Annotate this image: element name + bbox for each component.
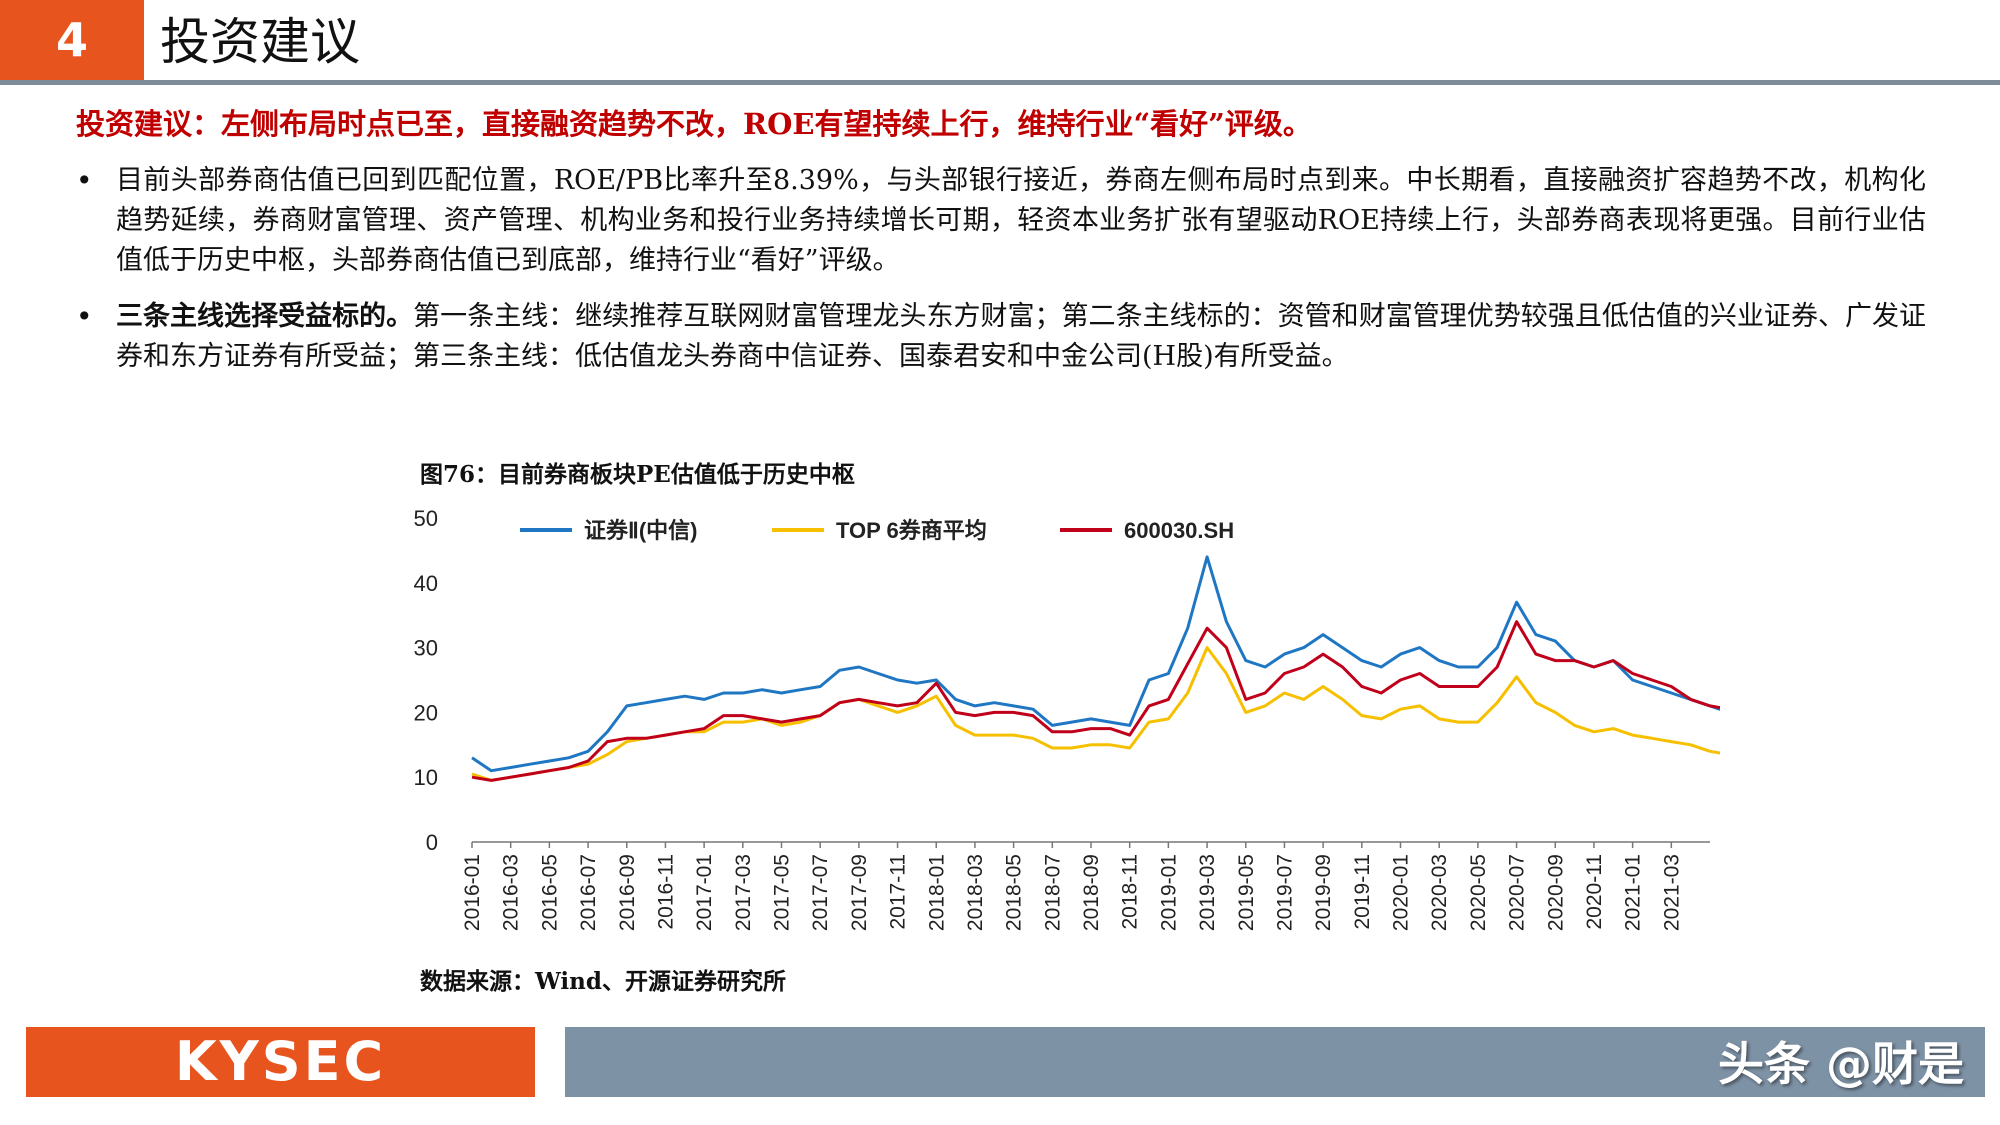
series-line [471,555,1720,773]
bullet-valuation: • 目前头部券商估值已回到匹配位置，ROE/PB比率升至8.39%，与头部银行接… [76,161,1926,281]
bullet-body-text: 第一条主线：继续推荐互联网财富管理龙头东方财富；第二条主线标的：资管和财富管理优… [116,301,1927,372]
x-tick-label: 2020-01 [1390,854,1413,931]
x-tick-label: 2018-03 [964,854,987,931]
x-axis: 2016-01 2016-03 2016-05 2016-07 2016-09 2016-… [461,841,1710,931]
x-tick-label: 2016-07 [577,854,600,931]
x-tick-label: 2019-05 [1235,854,1258,931]
series-line [471,620,1720,782]
x-tick-label: 2016-01 [461,854,484,931]
bullet-strong-text: 三条主线选择受益标的。 [116,301,414,332]
x-tick-label: 2017-09 [848,854,871,931]
x-tick-label: 2017-01 [693,854,716,931]
series-line [471,646,1720,782]
x-tick-label: 2019-07 [1273,854,1296,931]
lead-recommendation: 投资建议：左侧布局时点已至，直接融资趋势不改，ROE有望持续上行，维持行业“看好… [76,107,1312,141]
x-tick-label: 2017-11 [887,854,910,930]
x-tick-label: 2021-03 [1660,854,1683,931]
section-number-badge: 4 [0,0,144,80]
y-tick-label: 20 [414,700,438,725]
x-tick-label: 2019-11 [1351,854,1374,930]
bullet-marker: • [76,300,93,333]
x-tick-label: 2020-11 [1583,854,1606,930]
x-tick-label: 2020-07 [1506,854,1529,931]
legend-label: TOP 6券商平均 [836,518,987,543]
x-tick-label: 2019-09 [1312,854,1335,931]
header-divider [0,80,2000,85]
x-tick-label: 2020-09 [1544,854,1567,931]
pe-valuation-line-chart: 证券Ⅱ(中信) TOP 6券商平均 600030.SH 0 10 20 30 40 50 20… [414,506,1720,931]
section-title: 投资建议 [160,13,360,71]
x-tick-label: 2019-01 [1157,854,1180,931]
y-tick-label: 0 [426,830,438,855]
y-axis: 0 10 20 30 40 50 [414,506,438,855]
x-tick-label: 2021-01 [1622,854,1645,931]
x-tick-label: 2016-11 [654,854,677,930]
x-tick-label: 2016-05 [538,854,561,931]
kysec-logo: KYSEC [26,1027,535,1097]
chart-legend: 证券Ⅱ(中信) TOP 6券商平均 600030.SH [520,518,1234,543]
legend-label: 证券Ⅱ(中信) [584,518,697,543]
y-tick-label: 50 [414,506,438,531]
figure-title: 图76：目前券商板块PE估值低于历史中枢 [420,461,855,488]
x-tick-label: 2016-03 [500,854,523,931]
legend-label: 600030.SH [1124,518,1234,543]
x-tick-label: 2019-03 [1196,854,1219,931]
x-tick-label: 2018-05 [1003,854,1026,931]
chart-series [471,555,1720,782]
watermark-text: 头条 @财是 [1717,1037,1964,1091]
x-tick-label: 2016-09 [616,854,639,931]
x-tick-label: 2017-03 [732,854,755,931]
x-tick-label: 2018-07 [1041,854,1064,931]
bullet-main-lines: • 三条主线选择受益标的。第一条主线：继续推荐互联网财富管理龙头东方财富；第二条… [76,297,1926,377]
footer-bar [565,1027,1985,1097]
x-tick-label: 2020-05 [1467,854,1490,931]
y-tick-label: 40 [414,571,438,596]
figure-source: 数据来源：Wind、开源证券研究所 [420,968,786,995]
x-tick-label: 2018-09 [1080,854,1103,931]
x-tick-label: 2018-01 [925,854,948,931]
y-tick-label: 10 [414,765,438,790]
bullet-text: 三条主线选择受益标的。第一条主线：继续推荐互联网财富管理龙头东方财富；第二条主线… [116,297,1926,377]
x-tick-label: 2017-05 [771,854,794,931]
y-tick-label: 30 [414,636,438,661]
bullet-marker: • [76,164,93,197]
x-tick-label: 2020-03 [1428,854,1451,931]
x-tick-label: 2017-07 [809,854,832,931]
bullet-text: 目前头部券商估值已回到匹配位置，ROE/PB比率升至8.39%，与头部银行接近，… [116,165,1926,276]
x-tick-label: 2018-11 [1119,854,1142,930]
